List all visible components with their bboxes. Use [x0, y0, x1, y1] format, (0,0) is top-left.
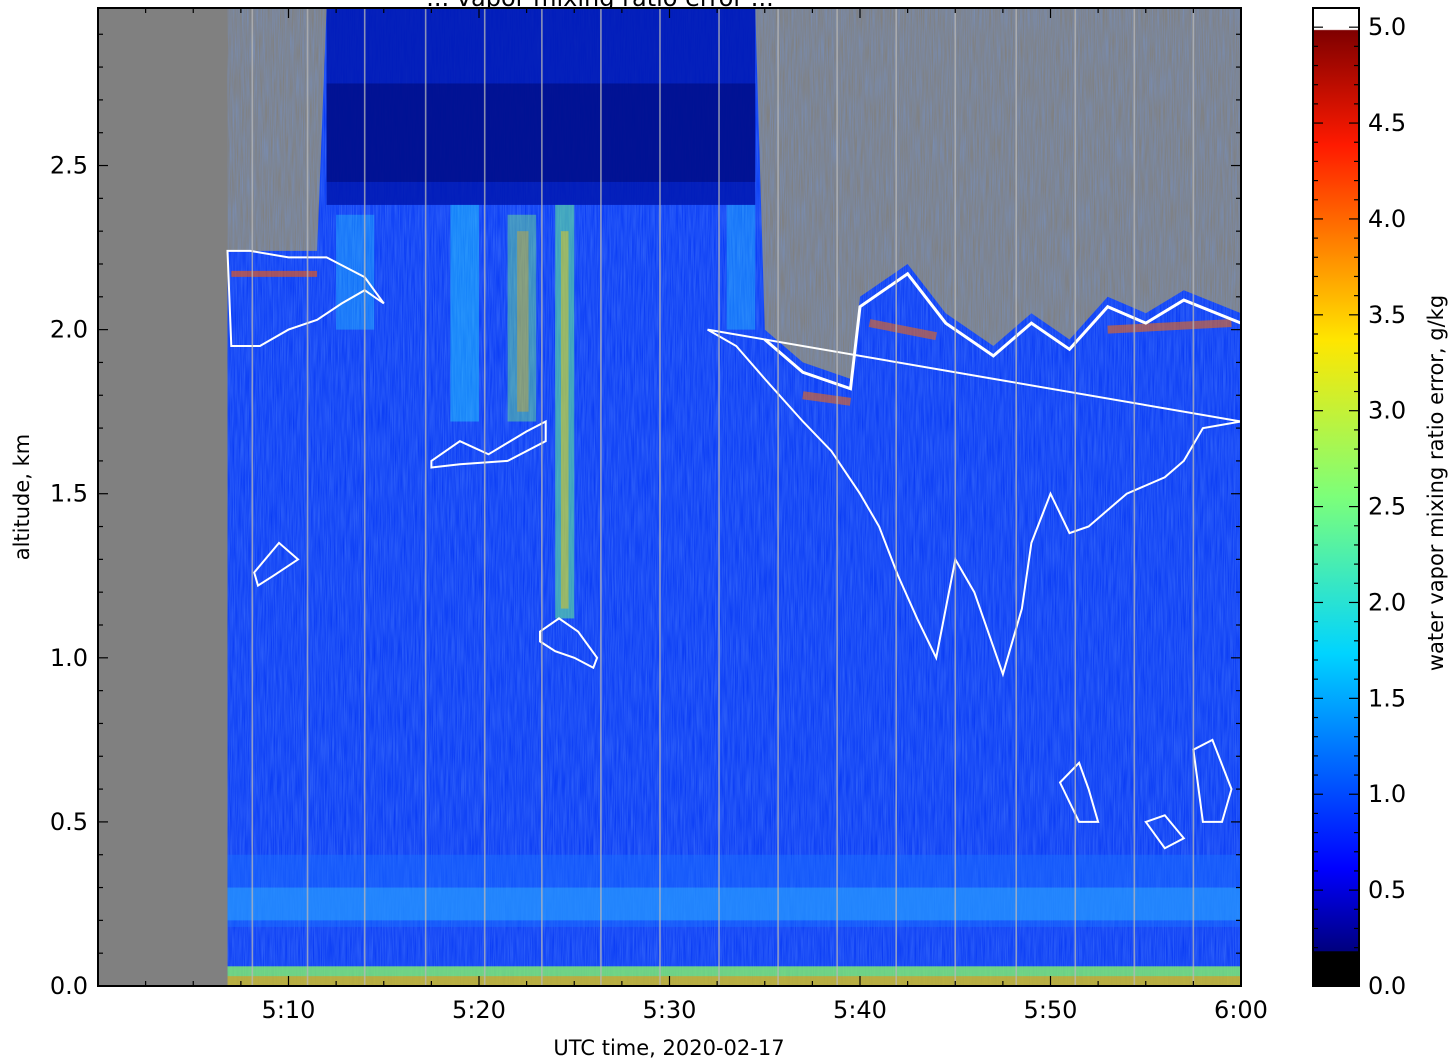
colorbar-tick-label: 1.5 [1368, 684, 1406, 712]
y-tick-label: 2.5 [50, 152, 88, 180]
x-tick-label: 5:20 [452, 996, 506, 1024]
data-noise-texture [227, 8, 1241, 986]
colorbar-label: water vapor mixing ratio error, g/kg [1424, 295, 1448, 671]
x-axis: 5:10 5:20 5:30 5:40 5:50 6:00 [97, 8, 1268, 1024]
error-streak [726, 204, 756, 330]
profile-gap-lines [251, 8, 1195, 986]
y-tick-label: 2.0 [50, 316, 88, 344]
x-tick-label: 5:50 [1024, 996, 1078, 1024]
elevated-error-band-core [227, 887, 1241, 921]
cloud-contour [707, 328, 1241, 678]
x-tick-label: 6:00 [1214, 996, 1268, 1024]
colorbar [1312, 7, 1360, 987]
colorbar-tick-label: 0.5 [1368, 876, 1406, 904]
colorbar-tick-label: 3.0 [1368, 397, 1406, 425]
plot-area [98, 8, 1241, 986]
cloud-top-error-fringe [802, 319, 1232, 406]
x-axis-label: UTC time, 2020-02-17 [553, 1036, 784, 1060]
error-bands [227, 8, 1241, 986]
cloud-contour [539, 617, 599, 670]
colorbar-tick-label: 4.5 [1368, 109, 1406, 137]
y-axis: 0.0 0.5 1.0 1.5 2.0 2.5 [50, 33, 1241, 1000]
error-streak [555, 204, 575, 619]
x-tick-label: 5:40 [833, 996, 887, 1024]
error-streak [517, 231, 529, 412]
y-tick-label: 0.5 [50, 808, 88, 836]
error-streak [560, 231, 569, 609]
error-streak [507, 214, 537, 422]
cloud-contour [253, 541, 300, 588]
colorbar-tick-label: 2.5 [1368, 493, 1406, 521]
y-tick-label: 1.5 [50, 480, 88, 508]
colorbar-tick-label: 4.0 [1368, 205, 1406, 233]
x-tick-label: 5:10 [262, 996, 316, 1024]
y-axis-label: altitude, km [10, 434, 34, 561]
surface-error-band-core [227, 976, 1241, 986]
y-tick-label: 1.0 [50, 644, 88, 672]
colorbar-tick-label: 5.0 [1368, 13, 1406, 41]
colorbar-axis: 0.0 0.5 1.0 1.5 2.0 2.5 3.0 3.5 4.0 4.5 5.0 [1313, 13, 1406, 1000]
x-tick-label: 5:30 [643, 996, 697, 1024]
colorbar-tick-label: 2.0 [1368, 588, 1406, 616]
error-streaks [231, 204, 1232, 619]
y-tick-label: 0.0 [50, 972, 88, 1000]
colorbar-tick-label: 0.0 [1368, 972, 1406, 1000]
cloud-contour [1144, 814, 1186, 850]
colorbar-tick-label: 1.0 [1368, 780, 1406, 808]
cloud-contour [1192, 738, 1233, 823]
error-streak [450, 204, 479, 422]
cloud-top-contour [763, 271, 1241, 391]
upper-darkest-band [326, 83, 756, 182]
cloud-contour [430, 419, 547, 469]
colorbar-tick-label: 3.5 [1368, 301, 1406, 329]
